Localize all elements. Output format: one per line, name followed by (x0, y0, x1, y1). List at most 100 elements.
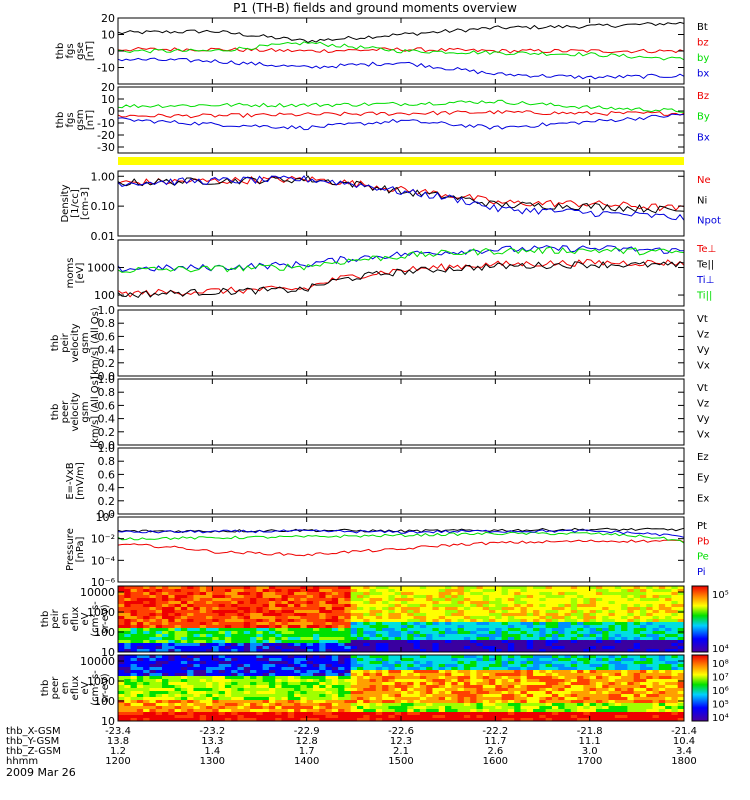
spectrogram-cell (595, 682, 603, 686)
spectrogram-cell (344, 697, 352, 701)
colorbar-tick-label: 10⁴ (712, 644, 729, 655)
spectrogram-cell (237, 697, 245, 701)
series-line-by (117, 41, 685, 61)
spectrogram-cell (187, 709, 194, 713)
spectrogram-cell (149, 592, 157, 596)
spectrogram-cell (388, 697, 396, 701)
spectrogram-cell (275, 607, 282, 611)
spectrogram-cell (445, 655, 452, 659)
spectrogram-cell (250, 718, 257, 722)
spectrogram-cell (356, 670, 364, 674)
spectrogram-cell (432, 604, 440, 608)
spectrogram-cell (526, 697, 534, 701)
spectrogram-cell (193, 607, 201, 611)
spectrogram-cell (143, 610, 150, 614)
spectrogram-cell (621, 598, 628, 602)
spectrogram-cell (130, 688, 138, 692)
spectrogram-cell (520, 622, 528, 626)
spectrogram-cell (287, 613, 295, 617)
spectrogram-cell (212, 619, 220, 623)
spectrogram-cell (570, 604, 578, 608)
legend-entry: Vz (697, 330, 709, 341)
spectrogram-cell (294, 610, 301, 614)
spectrogram-cell (218, 706, 226, 710)
spectrogram-cell (262, 628, 270, 632)
spectrogram-cell (577, 586, 584, 590)
spectrogram-cell (319, 619, 326, 623)
spectrogram-cell (577, 613, 584, 617)
spectrogram-cell (155, 616, 163, 620)
spectrogram-cell (325, 655, 333, 659)
spectrogram-cell (658, 673, 666, 677)
spectrogram-cell (470, 661, 477, 665)
spectrogram-cell (124, 712, 131, 716)
spectrogram-cell (652, 610, 660, 614)
y-tick-label: -20 (97, 129, 115, 142)
legend-entry: Bt (697, 22, 708, 33)
spectrogram-cell (445, 613, 452, 617)
spectrogram-cell (369, 640, 377, 644)
spectrogram-cell (174, 628, 182, 632)
spectrogram-cell (369, 670, 377, 674)
spectrogram-cell (476, 637, 484, 641)
spectrogram-cell (419, 646, 427, 650)
spectrogram-cell (476, 670, 484, 674)
spectrogram-cell (583, 643, 591, 647)
spectrogram-cell (162, 679, 169, 683)
spectrogram-cell (627, 646, 635, 650)
spectrogram-cell (118, 601, 125, 605)
spectrogram-cell (312, 700, 320, 704)
spectrogram-cell (199, 607, 207, 611)
spectrogram-cell (577, 595, 584, 599)
spectrogram-cell (577, 601, 584, 605)
spectrogram-cell (438, 706, 446, 710)
ephemeris-value: 3.4 (676, 746, 692, 757)
spectrogram-cell (155, 700, 163, 704)
spectrogram-cell (520, 625, 528, 629)
spectrogram-cell (268, 628, 276, 632)
spectrogram-cell (426, 685, 433, 689)
spectrogram-cell (331, 634, 339, 638)
spectrogram-cell (363, 622, 370, 626)
spectrogram-cell (294, 670, 301, 674)
spectrogram-cell (564, 706, 572, 710)
spectrogram-cell (570, 670, 578, 674)
series-line-Pi (117, 529, 685, 538)
spectrogram-cell (507, 655, 515, 659)
spectrogram-cell (250, 616, 257, 620)
spectrogram-cell (438, 628, 446, 632)
spectrogram-cell (268, 685, 276, 689)
spectrogram-cell (394, 604, 402, 608)
spectrogram-cell (206, 658, 213, 662)
spectrogram-cell (193, 634, 201, 638)
spectrogram-cell (262, 616, 270, 620)
spectrogram-cell (445, 667, 452, 671)
spectrogram-cell (401, 673, 408, 677)
ephemeris-value: 1.2 (110, 746, 126, 757)
y-axis-label-line: gsm (75, 109, 86, 130)
spectrogram-cell (482, 616, 490, 620)
spectrogram-cell (665, 643, 672, 647)
spectrogram-cell (595, 688, 603, 692)
spectrogram-cell (426, 703, 433, 707)
spectrogram-cell (564, 670, 572, 674)
spectrogram-cell (577, 634, 584, 638)
spectrogram-cell (224, 610, 232, 614)
y-axis-label-line: (cm²-s- (90, 601, 101, 637)
spectrogram-cell (130, 700, 138, 704)
spectrogram-cell (501, 619, 509, 623)
spectrogram-cell (507, 589, 515, 593)
spectrogram-cell (243, 688, 251, 692)
spectrogram-cell (401, 688, 408, 692)
spectrogram-cell (300, 691, 308, 695)
spectrogram-cell (401, 640, 408, 644)
spectrogram-cell (595, 697, 603, 701)
spectrogram-cell (262, 646, 270, 650)
spectrogram-cell (130, 601, 138, 605)
spectrogram-cell (639, 613, 647, 617)
spectrogram-cell (652, 634, 660, 638)
spectrogram-cell (533, 655, 540, 659)
spectrogram-cell (633, 592, 641, 596)
spectrogram-cell (212, 679, 220, 683)
spectrogram-cell (206, 688, 213, 692)
